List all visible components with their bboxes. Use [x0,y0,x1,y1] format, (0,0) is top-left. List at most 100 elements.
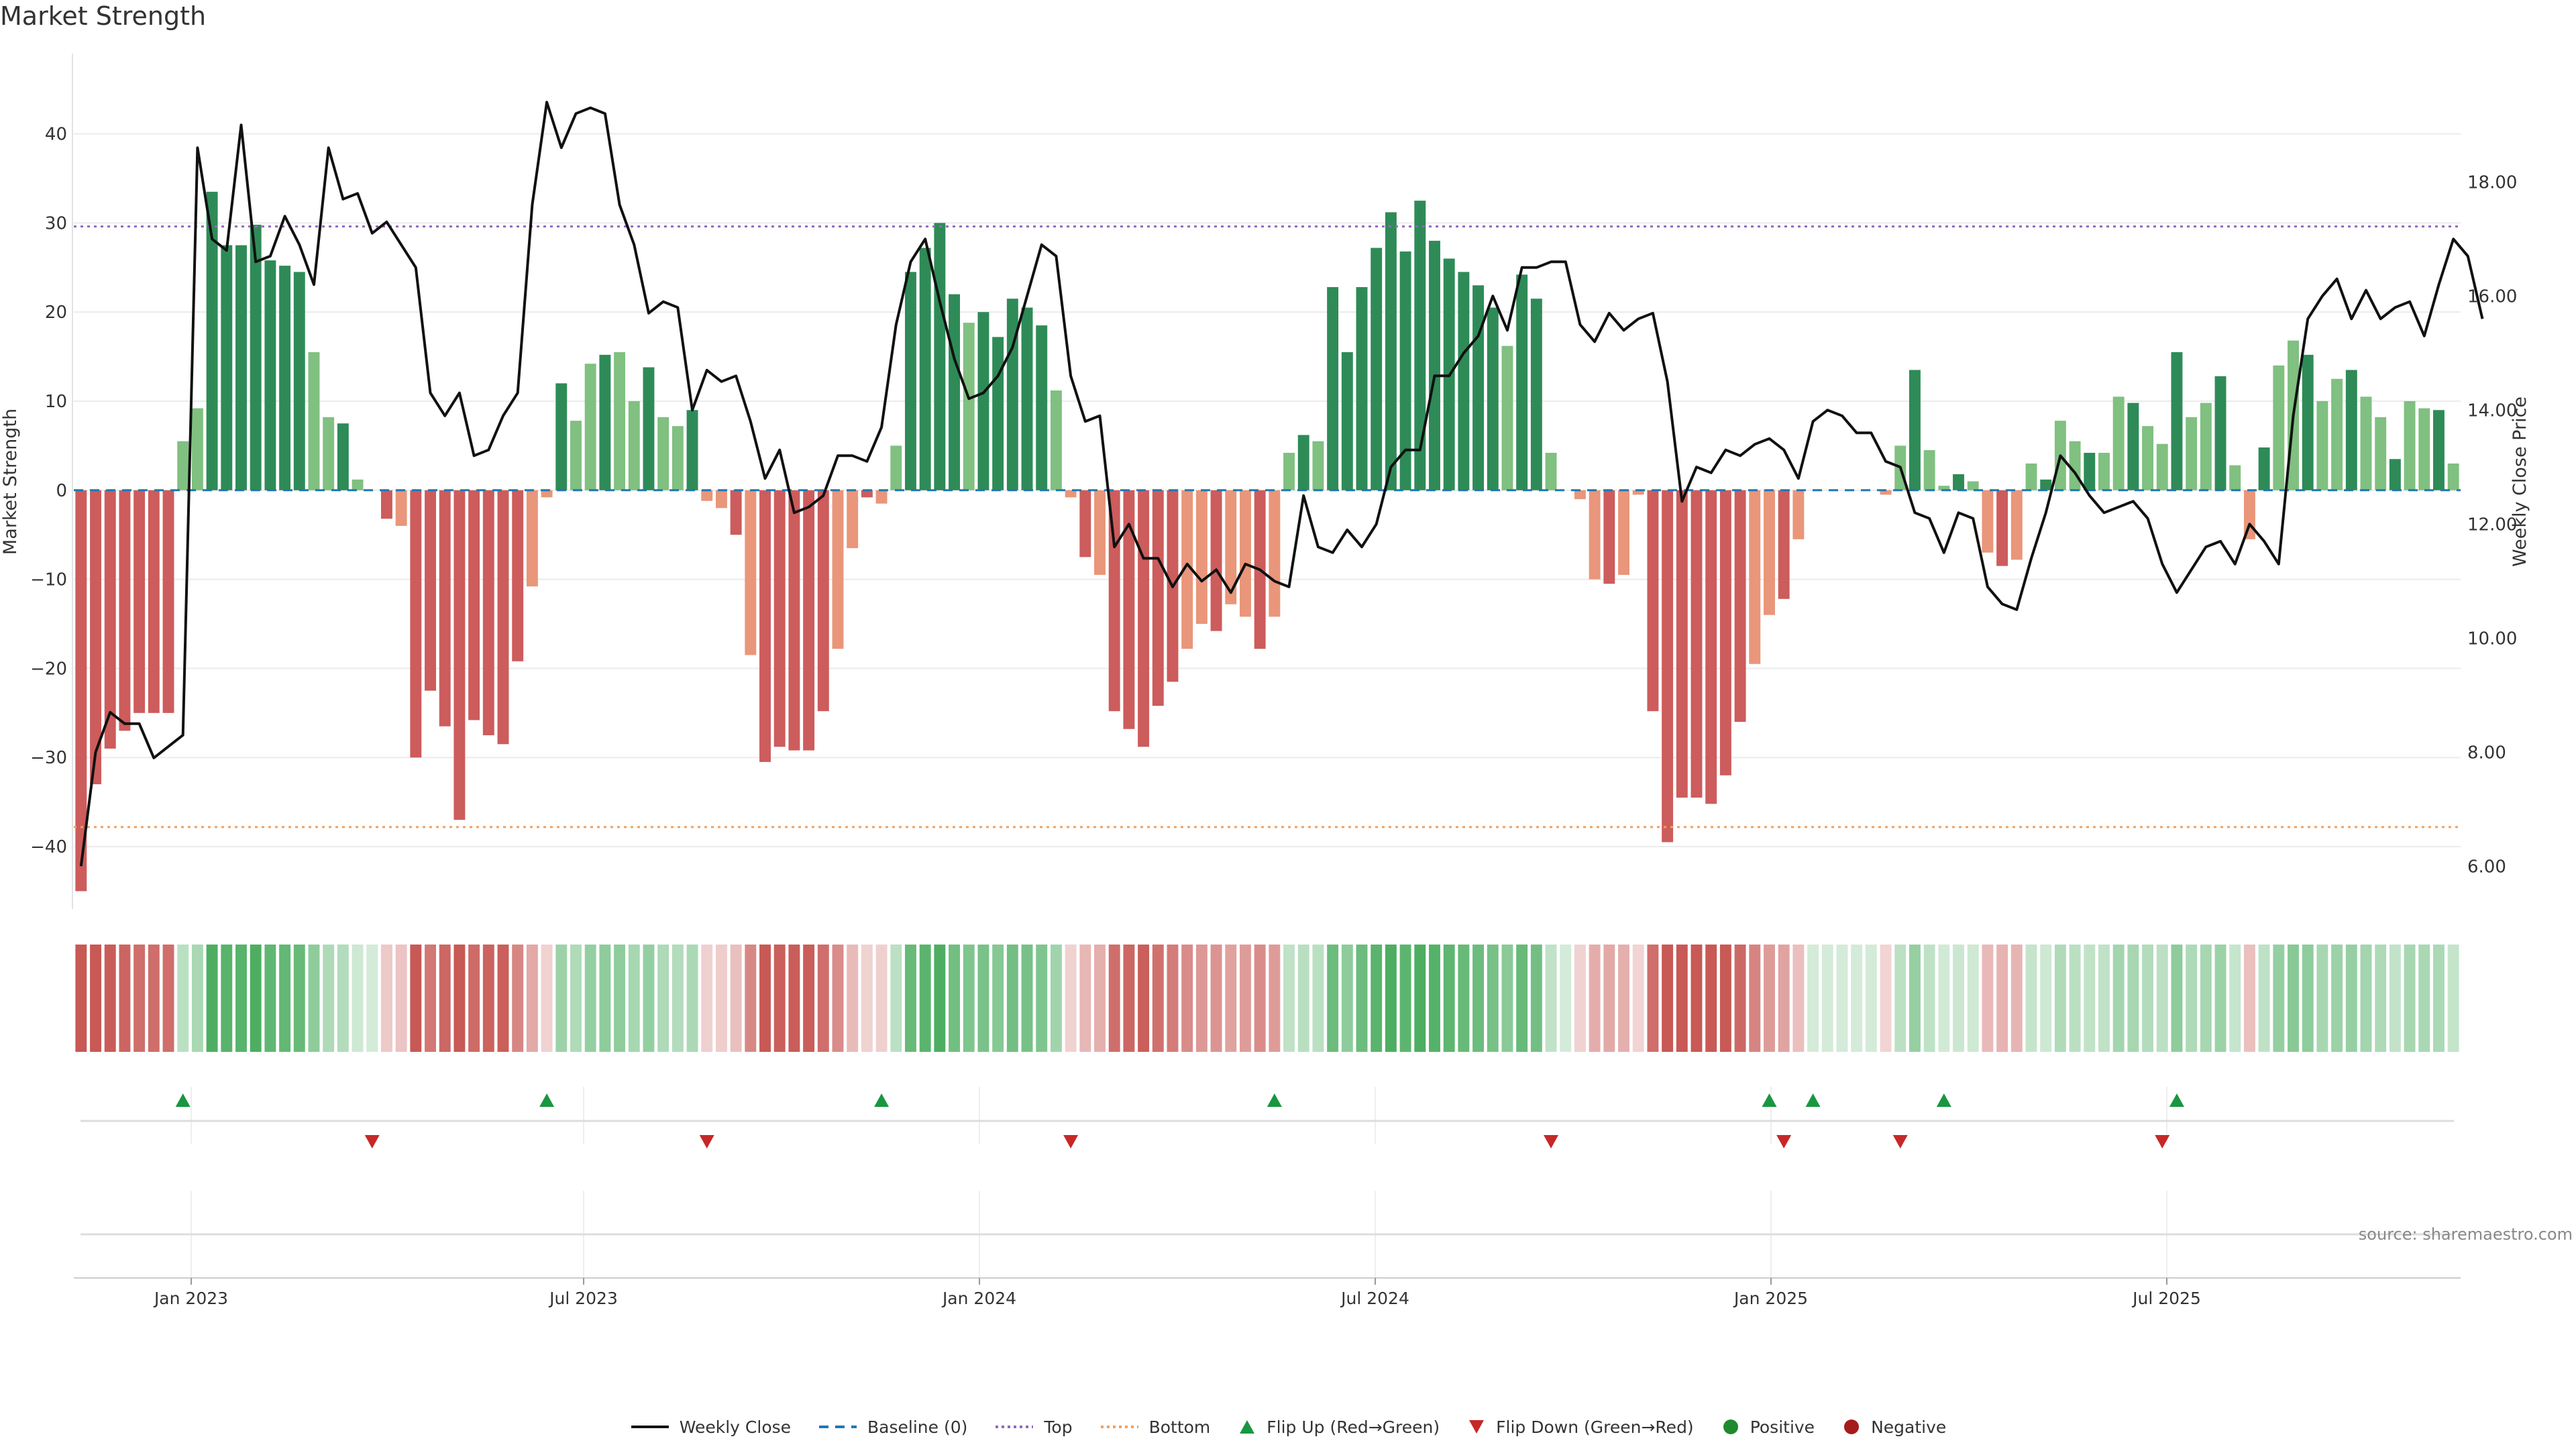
heat-cell [541,945,553,1052]
heat-cell [1996,945,2008,1052]
heat-cell [75,945,87,1052]
bar-positive [1371,248,1383,490]
heat-cell [2375,945,2387,1052]
flip-up-marker [1762,1093,1777,1107]
bar-negative [1181,490,1193,649]
bar-positive [2331,378,2343,490]
heat-cell [1181,945,1193,1052]
heat-cell [148,945,160,1052]
legend-swatch [1723,1419,1738,1434]
heat-cell [1297,945,1309,1052]
bar-positive [221,245,233,490]
heat-cell [2084,945,2096,1052]
heat-cell [1269,945,1281,1052]
bar-positive [337,423,349,490]
heat-cell [221,945,233,1052]
heat-cell [2243,945,2255,1052]
heat-cell [512,945,524,1052]
bar-negative [730,490,742,535]
bar-negative [410,490,422,758]
bar-positive [2127,402,2139,490]
heat-cell [2025,945,2037,1052]
bar-negative [90,490,102,785]
legend-circle [1844,1419,1860,1434]
y2-tick-label: 6.00 [2467,857,2506,877]
legend-item: Negative [1841,1417,1946,1437]
heat-cell [1501,945,1513,1052]
y-tick-label: 30 [45,213,67,233]
heat-cell [2186,945,2198,1052]
bar-negative [497,490,509,745]
bar-positive [1501,345,1513,490]
heat-cell [1865,945,1877,1052]
legend-swatch [1100,1426,1138,1428]
legend-swatch [1240,1420,1255,1434]
bar-negative [701,490,713,501]
y-tick-label: −20 [30,659,67,679]
flip-down-marker [364,1135,380,1148]
heat-cell [992,945,1004,1052]
heat-cell [191,945,203,1052]
legend-label: Flip Down (Green→Red) [1496,1417,1694,1437]
flip-down-marker [699,1135,714,1148]
bar-negative [425,490,436,691]
heat-cell [1589,945,1601,1052]
heat-cell [1138,945,1150,1052]
heat-cell [206,945,218,1052]
heat-cell [1749,945,1761,1052]
heat-cell [584,945,596,1052]
bar-positive [2273,365,2285,490]
heat-cell [1530,945,1542,1052]
bar-negative [788,490,800,751]
y-tick-label: 20 [45,303,67,323]
heat-cell [905,945,916,1052]
bar-positive [2112,396,2125,490]
flip-up-marker [1805,1093,1821,1107]
heat-cell [1938,945,1950,1052]
heat-cell [1225,945,1237,1052]
heat-cell [1676,945,1688,1052]
heat-cell [1472,945,1485,1052]
legend-swatch [819,1426,857,1428]
bar-positive [905,272,916,490]
heat-cell [817,945,829,1052]
bar-negative [1138,490,1150,747]
heat-cell [425,945,436,1052]
heat-cell [1821,945,1833,1052]
bar-positive [2316,400,2328,490]
bar-negative [875,490,888,504]
heat-cell [1647,945,1659,1052]
legend-item: Flip Down (Green→Red) [1466,1417,1694,1437]
bar-negative [119,490,131,731]
heat-cell [1982,945,1994,1052]
bar-positive [1938,486,1950,490]
bar-negative [715,490,727,508]
bar-positive [570,421,582,490]
y2-axis-label: Weekly Close Price [2510,396,2530,567]
heat-cell [1021,945,1033,1052]
bar-positive [963,323,975,490]
heat-cell [2127,945,2139,1052]
heat-cell [730,945,742,1052]
heat-cell [410,945,422,1052]
x-tick-label: Jan 2025 [1733,1289,1808,1308]
heat-cell [2404,945,2416,1052]
heat-cell [366,945,378,1052]
bar-positive [2186,417,2198,490]
legend-label: Positive [1750,1417,1815,1437]
heat-cell [2098,945,2110,1052]
bar-negative [1195,490,1208,624]
bar-negative [1764,490,1775,615]
heat-cell [482,945,494,1052]
heat-cell [1953,945,1964,1052]
bar-positive [949,294,961,490]
y2-tick-label: 8.00 [2467,743,2506,763]
bar-positive [2171,352,2183,490]
heat-cell [2288,945,2299,1052]
heat-cell [715,945,727,1052]
heat-cell [2112,945,2125,1052]
heat-cell [90,945,102,1052]
flip-down-marker [1544,1135,1559,1148]
strength-heat-strip [75,945,2459,1052]
